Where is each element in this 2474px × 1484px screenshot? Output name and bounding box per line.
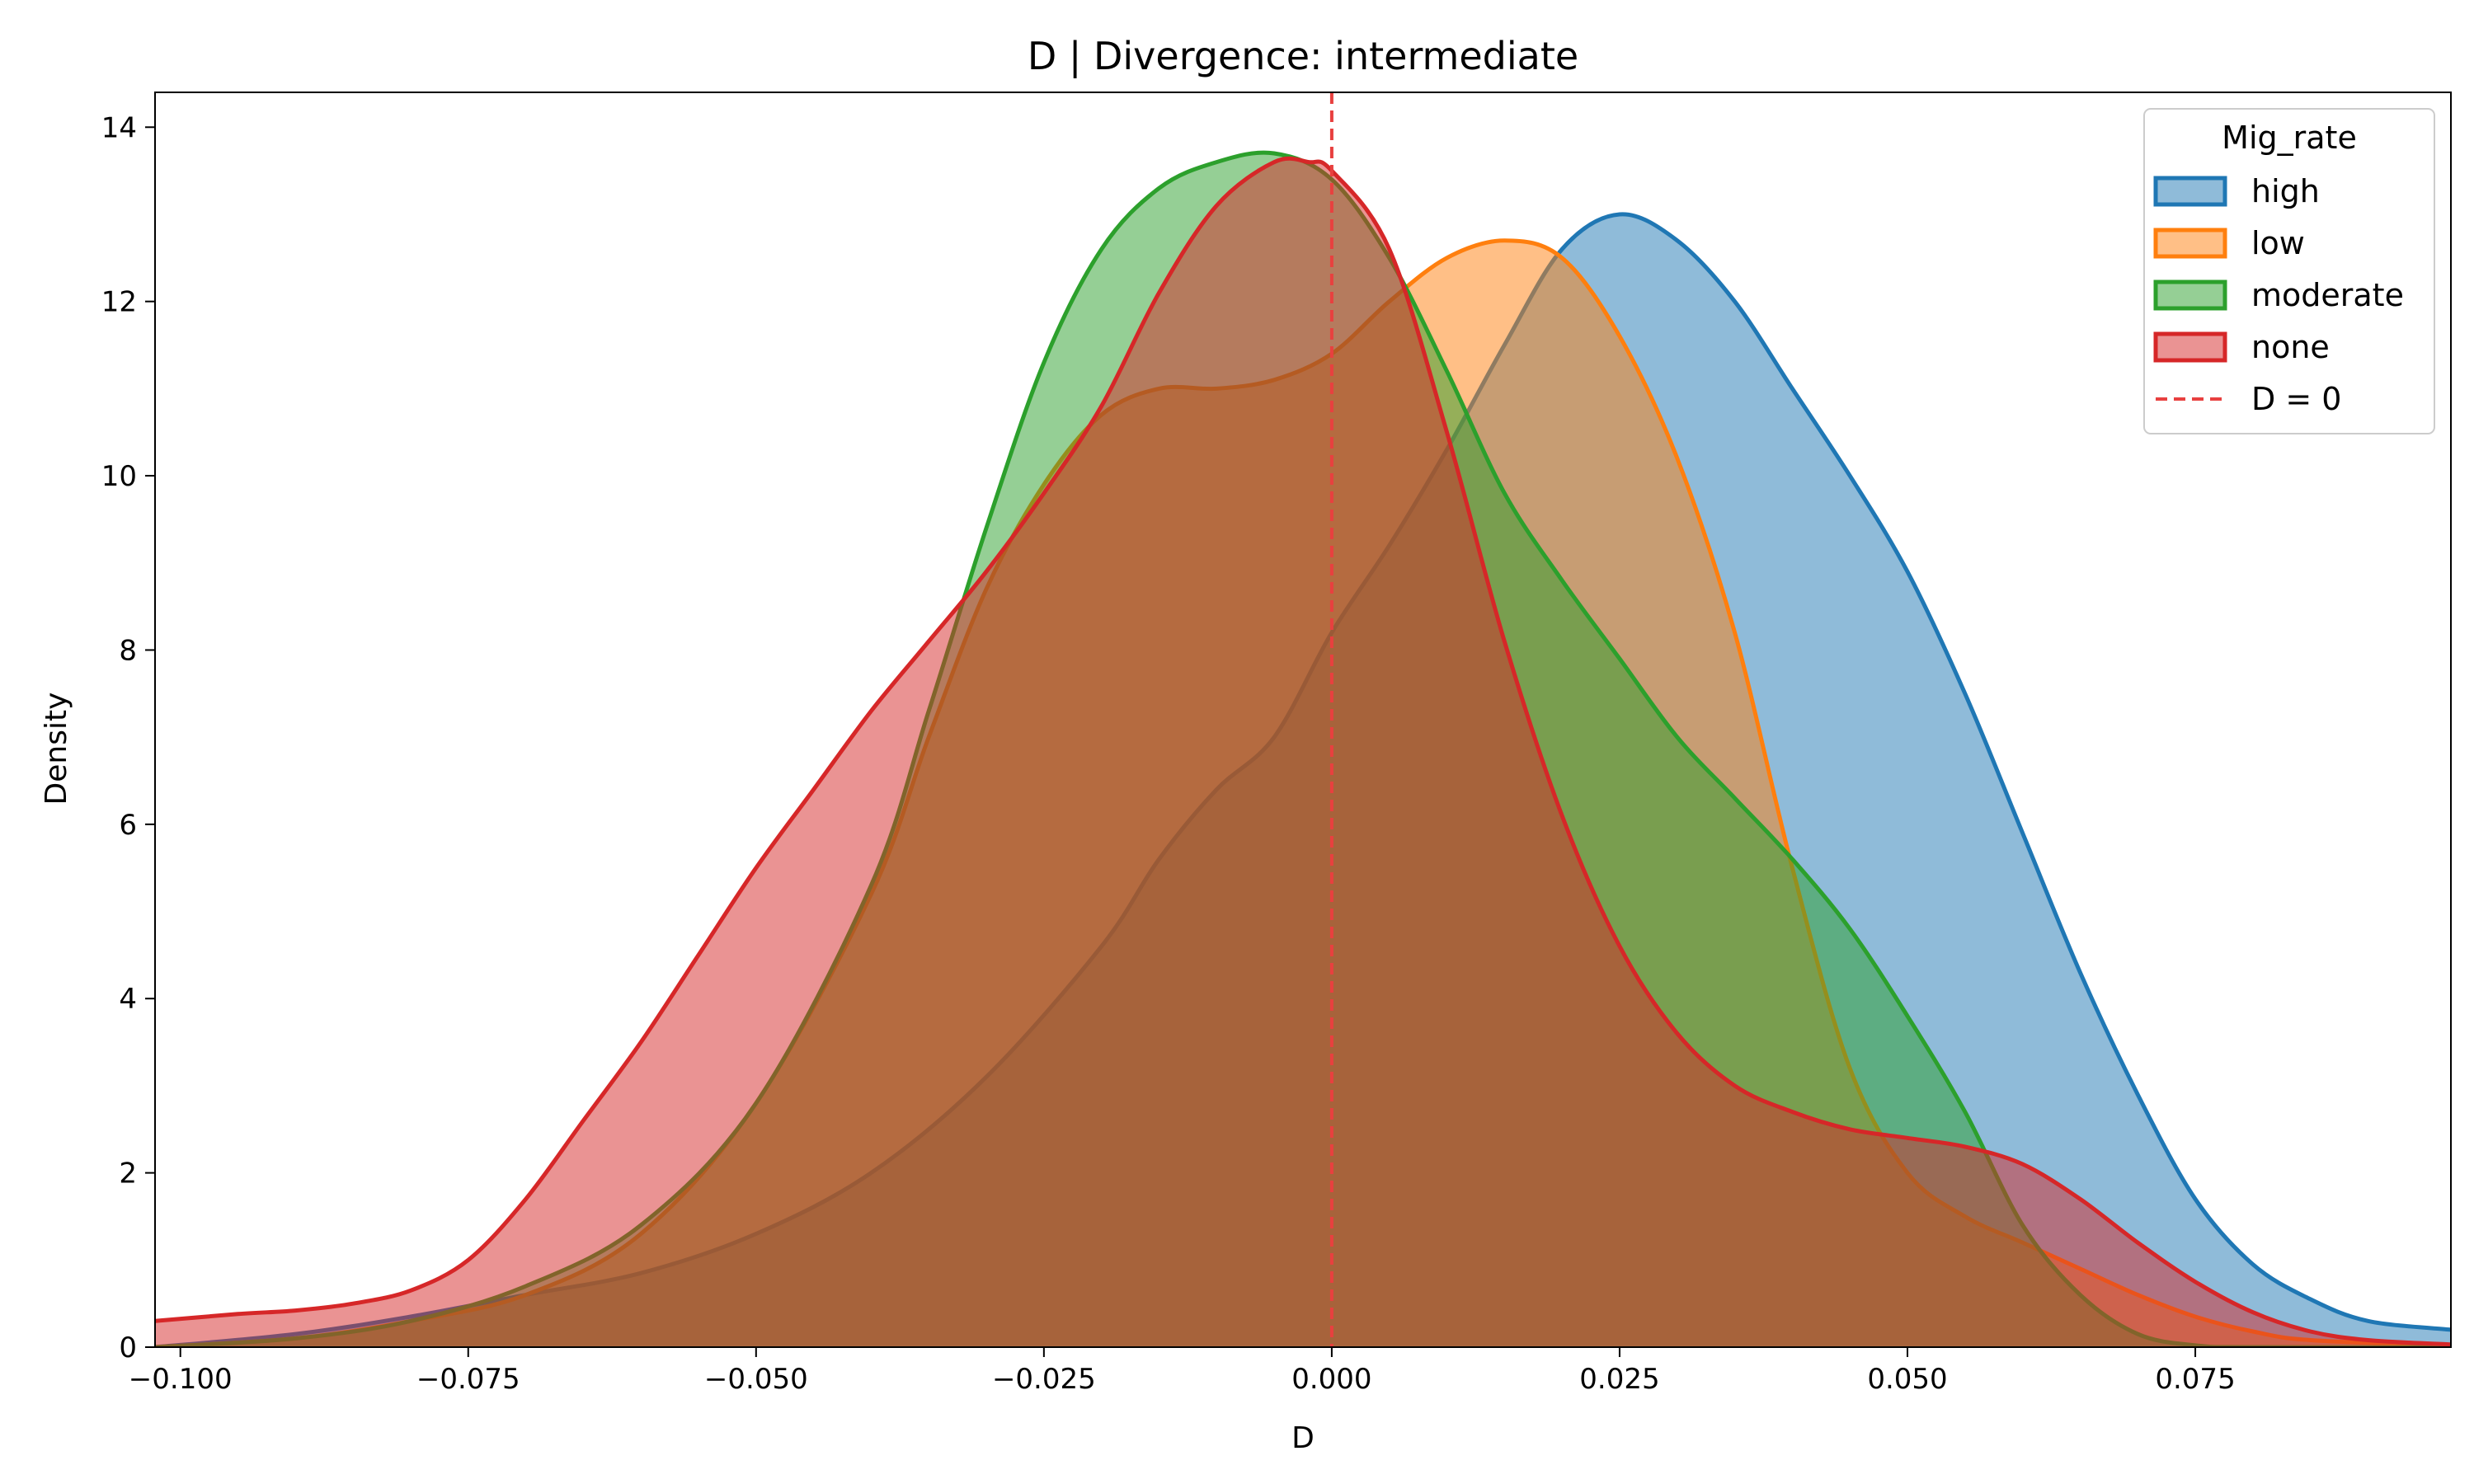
legend-swatch-moderate <box>2153 279 2227 311</box>
x-tick-label: 0.025 <box>1579 1363 1659 1396</box>
legend-swatch-high <box>2153 176 2227 207</box>
y-tick-label: 10 <box>101 460 137 493</box>
series-none <box>155 156 2451 1347</box>
density-line-none <box>155 156 2451 1347</box>
legend-label: D = 0 <box>2251 381 2341 417</box>
y-axis-label: Density <box>40 693 73 805</box>
axes-layer: −0.100 −0.075 −0.050 −0.025 0.000 0.025 0.050 0… <box>101 92 2452 1396</box>
x-tick-label: −0.100 <box>129 1363 233 1396</box>
y-tick-label: 6 <box>119 809 137 842</box>
x-tick-label: 0.075 <box>2155 1363 2235 1396</box>
legend-swatch-low <box>2153 228 2227 259</box>
series-layer <box>155 150 2451 1347</box>
y-tick-label: 8 <box>119 634 137 667</box>
legend-label: moderate <box>2251 277 2404 313</box>
x-tick-label: −0.025 <box>992 1363 1096 1396</box>
legend-items: high low moderate none D = 0 <box>2153 173 2404 417</box>
legend-label: low <box>2251 225 2305 261</box>
chart-title: D | Divergence: intermediate <box>1028 34 1578 79</box>
legend-label: none <box>2251 329 2330 365</box>
y-tick-label: 0 <box>119 1331 137 1364</box>
legend-label: high <box>2251 173 2320 209</box>
legend-swatch-none <box>2153 331 2227 363</box>
x-tick-label: −0.050 <box>704 1363 808 1396</box>
x-tick-label: 0.000 <box>1291 1363 1371 1396</box>
x-tick-label: 0.050 <box>1867 1363 1947 1396</box>
density-area-none <box>155 158 2451 1347</box>
y-tick-label: 2 <box>119 1158 137 1190</box>
x-tick-label: −0.075 <box>416 1363 520 1396</box>
plot-frame <box>154 92 2452 1348</box>
y-tick-label: 14 <box>101 111 137 144</box>
x-axis-label: D <box>1291 1421 1315 1455</box>
legend-title: Mig_rate <box>2222 120 2357 156</box>
legend: Mig_rate high low moderate none D = 0 <box>2143 108 2435 434</box>
y-tick-label: 4 <box>119 983 137 1016</box>
y-tick-label: 12 <box>101 286 137 319</box>
